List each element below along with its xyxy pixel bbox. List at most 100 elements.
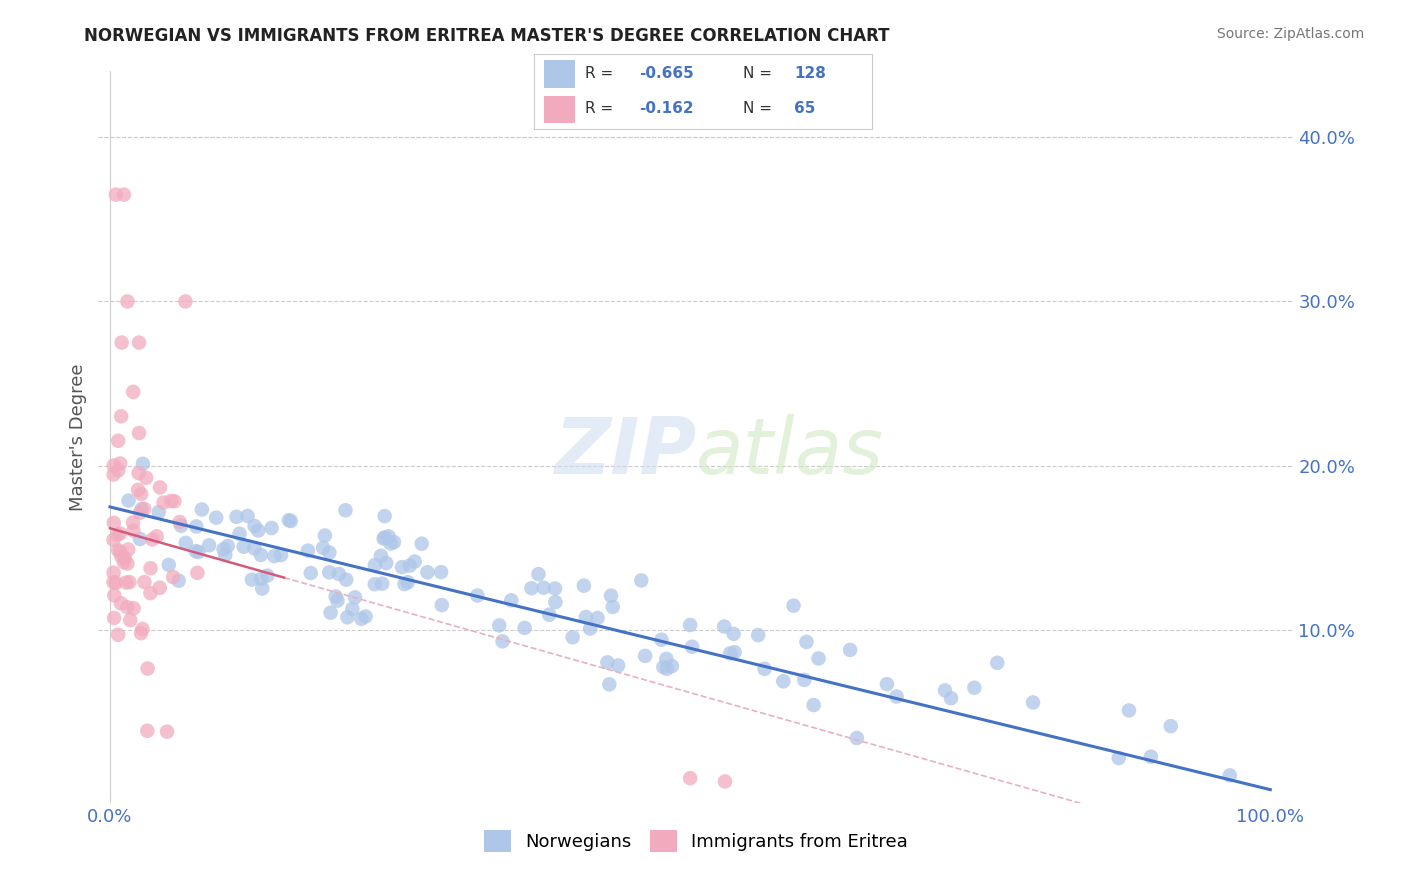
Point [103, 575, 125, 590]
Point [328, 566, 350, 581]
Point [256, 568, 278, 582]
Point [122, 524, 145, 538]
Point [396, 575, 419, 590]
Point [398, 558, 420, 573]
Point [103, 588, 125, 602]
Text: -0.665: -0.665 [638, 67, 693, 81]
Point [350, 612, 373, 626]
Point [796, 635, 818, 649]
Point [118, 575, 141, 590]
Point [1118, 703, 1140, 717]
Point [217, 539, 239, 553]
Point [167, 574, 190, 588]
Point [299, 566, 322, 580]
Point [128, 466, 150, 480]
Point [129, 626, 152, 640]
Point [148, 505, 170, 519]
Point [491, 634, 513, 648]
Point [240, 573, 263, 587]
Point [117, 557, 139, 571]
Point [572, 579, 595, 593]
Point [187, 545, 209, 559]
Point [270, 548, 292, 562]
Point [335, 503, 357, 517]
Point [228, 526, 250, 541]
Point [169, 515, 191, 529]
Point [122, 601, 145, 615]
Point [747, 628, 769, 642]
Point [103, 611, 125, 625]
Point [186, 566, 208, 580]
Point [934, 683, 956, 698]
Point [170, 518, 193, 533]
Point [122, 384, 145, 399]
Point [129, 487, 152, 501]
Point [714, 774, 737, 789]
Text: R =: R = [585, 67, 619, 81]
Point [886, 690, 908, 704]
Point [501, 593, 523, 607]
Point [377, 529, 399, 543]
Point [127, 483, 149, 497]
Point [128, 335, 150, 350]
Point [117, 542, 139, 557]
Point [803, 698, 825, 712]
Point [876, 677, 898, 691]
Point [132, 457, 155, 471]
Point [243, 541, 266, 556]
Point [141, 533, 163, 547]
Point [586, 611, 609, 625]
Point [394, 577, 416, 591]
Point [129, 506, 152, 520]
Point [184, 544, 207, 558]
Point [364, 558, 387, 572]
Point [236, 508, 259, 523]
Point [718, 646, 741, 660]
Point [139, 586, 162, 600]
Point [205, 510, 228, 524]
Point [103, 467, 125, 482]
Point [533, 581, 555, 595]
Point [544, 595, 567, 609]
Point [939, 691, 962, 706]
Text: -0.162: -0.162 [638, 102, 693, 116]
Point [107, 463, 129, 477]
Point [561, 630, 583, 644]
Point [343, 591, 366, 605]
Point [354, 609, 377, 624]
Point [297, 543, 319, 558]
Point [103, 458, 125, 473]
Point [520, 581, 543, 595]
Point [136, 661, 159, 675]
Text: Source: ZipAtlas.com: Source: ZipAtlas.com [1216, 27, 1364, 41]
Point [112, 555, 135, 569]
Point [115, 575, 138, 590]
Point [120, 613, 142, 627]
Point [373, 532, 395, 546]
Point [1160, 719, 1182, 733]
Point [225, 509, 247, 524]
Point [713, 619, 735, 633]
Point [105, 527, 128, 541]
Point [634, 648, 657, 663]
Point [513, 621, 536, 635]
Point [191, 502, 214, 516]
Point [772, 674, 794, 689]
Text: N =: N = [744, 67, 778, 81]
Point [312, 541, 335, 555]
Point [382, 535, 405, 549]
Point [112, 187, 135, 202]
Point [136, 723, 159, 738]
Point [139, 561, 162, 575]
Point [243, 519, 266, 533]
Point [162, 570, 184, 584]
Point [134, 501, 156, 516]
Point [134, 575, 156, 590]
Point [214, 548, 236, 562]
Point [157, 558, 180, 572]
Text: ZIP: ZIP [554, 414, 696, 490]
Point [652, 660, 675, 674]
Point [336, 610, 359, 624]
Point [839, 643, 862, 657]
Point [250, 548, 273, 562]
